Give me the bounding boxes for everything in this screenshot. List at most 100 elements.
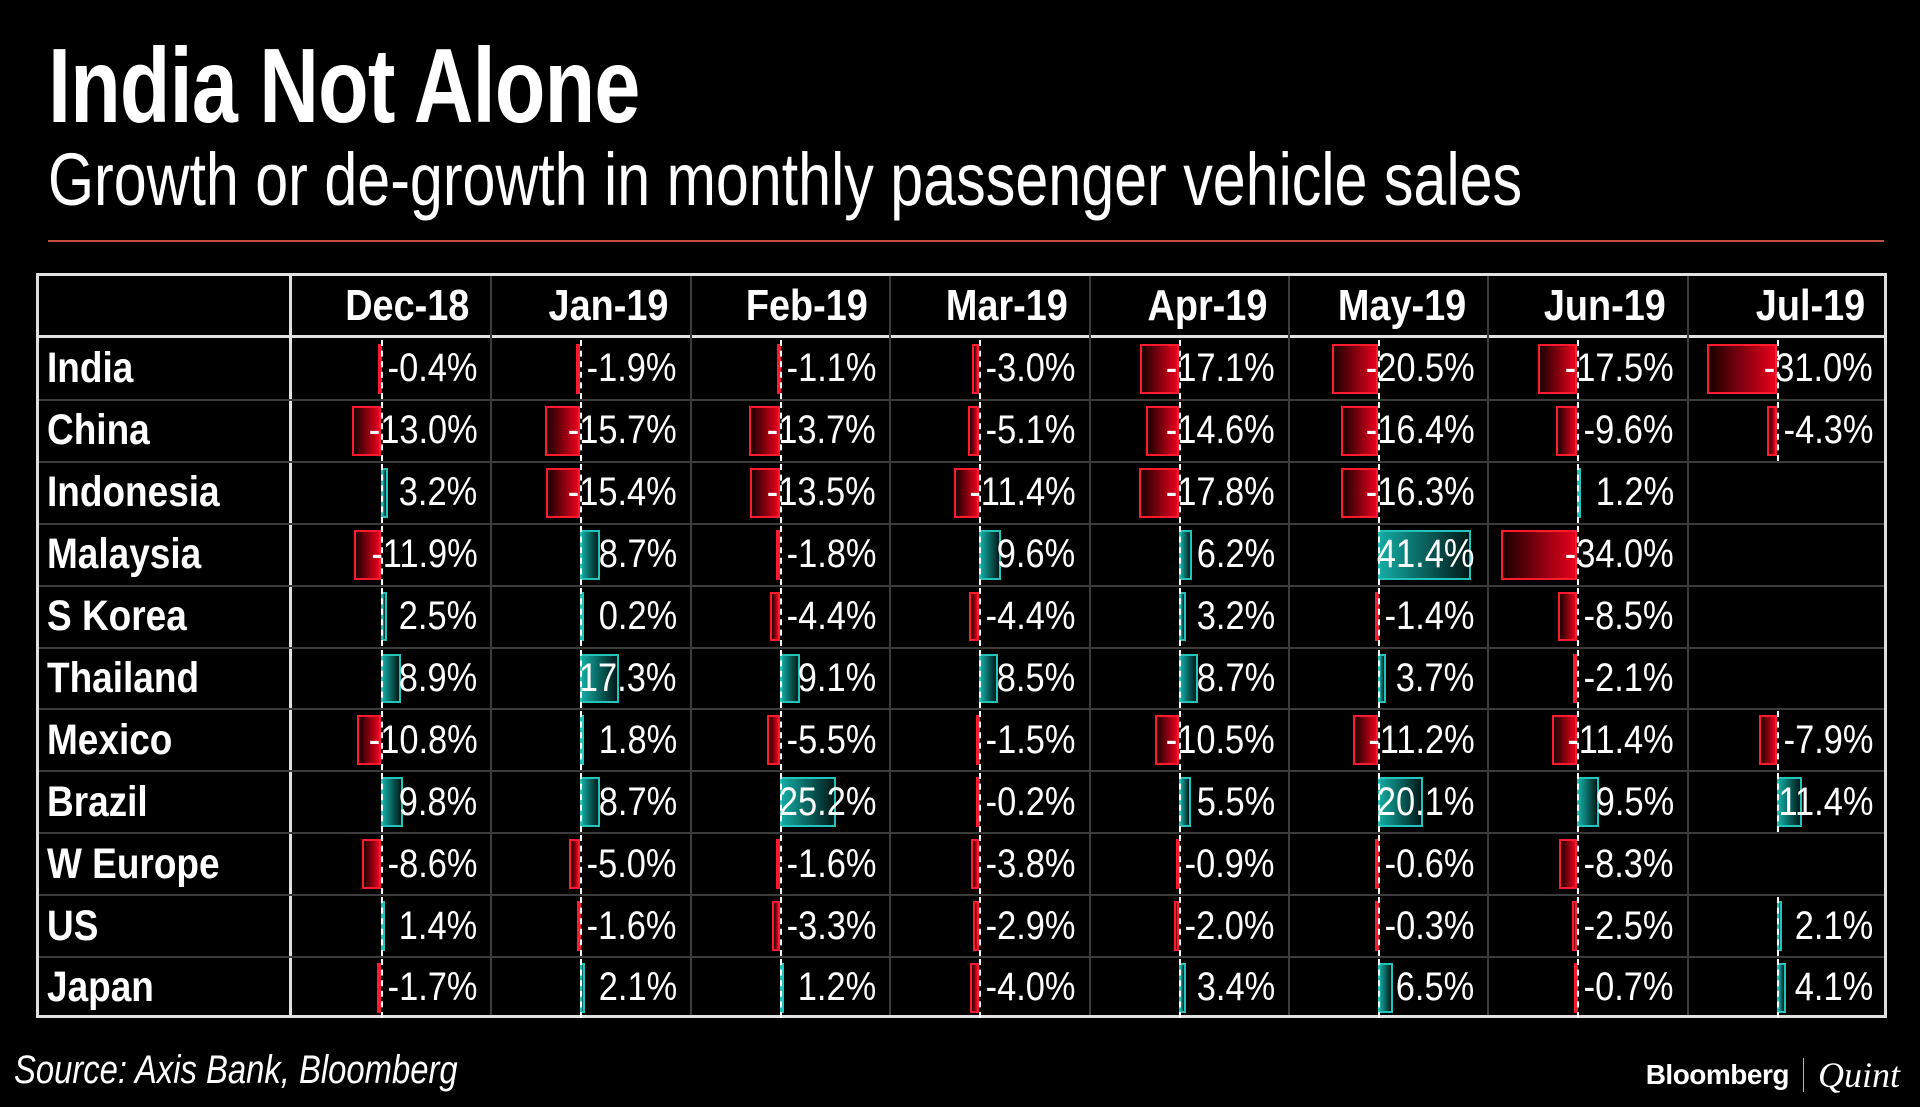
value-text: -11.4% [1567, 717, 1674, 762]
positive-bar [1378, 777, 1424, 828]
zero-line [1378, 587, 1380, 647]
zero-line [1577, 587, 1580, 647]
negative-bar [1341, 467, 1378, 518]
negative-bar [1767, 405, 1777, 456]
value-text: 8.7% [598, 779, 677, 824]
zero-line [779, 649, 782, 709]
value-text: 3.7% [1395, 655, 1475, 700]
row-divider [39, 894, 1884, 897]
negative-bar [1155, 715, 1179, 766]
negative-bar [1558, 591, 1578, 642]
negative-bar [1374, 591, 1379, 642]
value-label: -15.7% [491, 400, 690, 462]
zero-line [580, 649, 583, 709]
zero-line [1178, 525, 1181, 585]
negative-bar [967, 405, 980, 456]
value-label: 25.2% [691, 771, 890, 833]
negative-bar [972, 901, 980, 951]
logo-bloomberg: Bloomberg [1645, 1059, 1790, 1090]
value-text: 9.6% [997, 532, 1076, 577]
negative-bar [749, 405, 780, 456]
row-divider [39, 956, 1884, 958]
negative-bar [1140, 344, 1179, 394]
zero-line [979, 401, 982, 461]
value-label: -4.0% [890, 957, 1089, 1019]
value-label: 2.1% [491, 957, 690, 1019]
row-divider [39, 584, 1884, 587]
zero-line [381, 897, 383, 956]
negative-bar [767, 715, 780, 766]
value-text: -17.1% [1165, 346, 1275, 391]
value-label: -11.9% [292, 524, 491, 586]
column-header: Jan-19 [491, 276, 690, 335]
zero-line [381, 587, 383, 647]
value-label: -5.1% [890, 400, 1089, 462]
value-text: -17.5% [1564, 346, 1674, 391]
column-header-label: Jan-19 [548, 280, 669, 330]
value-label: -3.0% [890, 338, 1089, 400]
zero-line [779, 711, 782, 771]
value-text: 25.2% [778, 779, 877, 824]
row-label: Malaysia [47, 524, 226, 586]
value-text: -34.0% [1564, 532, 1674, 577]
zero-line [1378, 711, 1380, 771]
zero-line [580, 340, 583, 399]
value-label: 11.4% [1688, 771, 1887, 833]
value-text: 17.3% [579, 655, 677, 700]
zero-line [381, 835, 383, 895]
zero-line [1577, 649, 1580, 709]
chart-subtitle: Growth or de-growth in monthly passenger… [48, 138, 1523, 221]
country-name: Thailand [47, 653, 200, 702]
value-label: -4.4% [890, 586, 1089, 648]
zero-line [1577, 401, 1580, 461]
zero-line [1178, 649, 1181, 709]
value-text: -0.2% [985, 779, 1076, 824]
column-header: May-19 [1289, 276, 1488, 335]
value-text: -8.3% [1583, 841, 1674, 886]
value-text: -1.7% [387, 965, 478, 1010]
row-divider [39, 522, 1884, 525]
negative-bar [1555, 405, 1578, 456]
publisher-logo: Bloomberg Quint [1646, 1054, 1900, 1096]
negative-bar [361, 839, 381, 890]
value-text: 0.2% [598, 594, 677, 639]
value-label: 41.4% [1289, 524, 1488, 586]
value-label: -3.3% [691, 895, 890, 957]
value-text: 6.5% [1395, 965, 1475, 1010]
value-text: 5.5% [1196, 779, 1275, 824]
data-table: Dec-18 Jan-19 Feb-19 Mar-19 Apr-19 May-19 Jun-… [36, 273, 1887, 1018]
row-divider [39, 832, 1884, 835]
value-label: 4.1% [1688, 957, 1887, 1019]
negative-bar [1571, 901, 1578, 951]
column-divider [1288, 276, 1290, 1015]
column-header: Jun-19 [1488, 276, 1687, 335]
value-text: -1.5% [985, 717, 1076, 762]
value-label: 2.1% [1688, 895, 1887, 957]
zero-line [1378, 835, 1380, 895]
column-divider [1088, 276, 1091, 1015]
value-label: -1.1% [691, 338, 890, 400]
value-label: -17.1% [1090, 338, 1289, 400]
zero-line [979, 340, 982, 399]
chart-title-wrap: India Not Alone [48, 30, 640, 142]
value-text: 2.5% [398, 594, 478, 639]
source-note: Source: Axis Bank, Bloomberg [14, 1048, 458, 1092]
column-header: Mar-19 [890, 276, 1089, 335]
value-label: -1.6% [491, 895, 690, 957]
negative-bar [1332, 344, 1378, 394]
value-label: -3.8% [890, 833, 1089, 895]
negative-bar [1551, 715, 1578, 766]
column-header-label: Mar-19 [945, 280, 1068, 330]
column-divider [689, 276, 692, 1015]
value-text: -7.9% [1783, 717, 1874, 762]
value-text: 2.1% [1794, 903, 1874, 948]
value-text: 41.4% [1376, 532, 1475, 577]
row-label: Brazil [47, 771, 164, 833]
zero-line [1378, 897, 1380, 956]
header-divider [39, 335, 1884, 338]
negative-bar [953, 467, 980, 518]
zero-line [381, 340, 383, 399]
value-label: -5.5% [691, 709, 890, 771]
value-label: -11.4% [890, 462, 1089, 524]
zero-line [979, 463, 982, 523]
